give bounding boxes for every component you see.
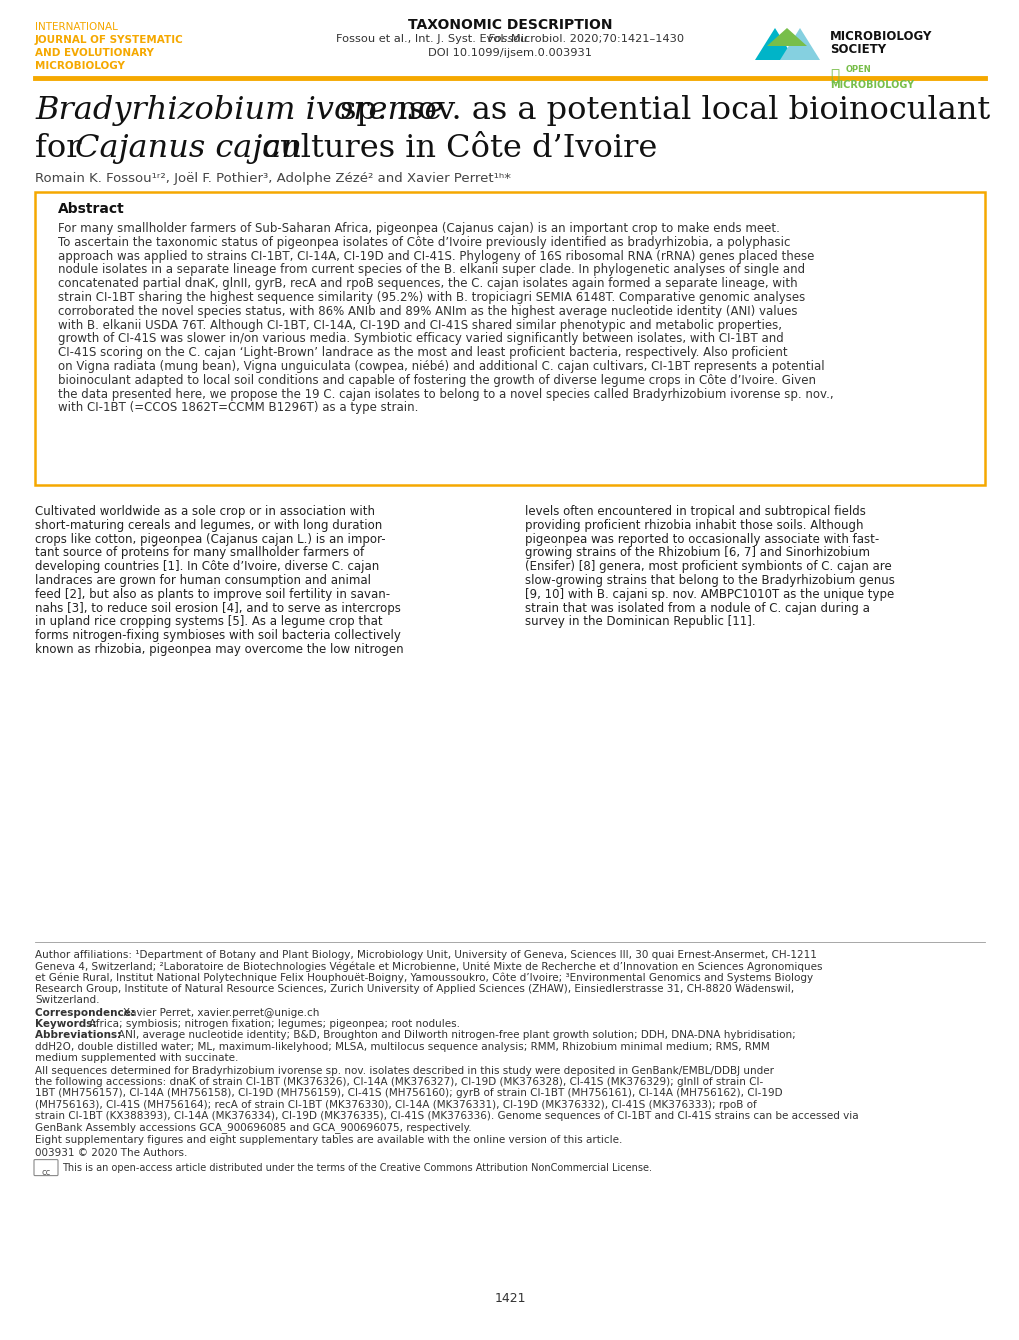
Text: INTERNATIONAL: INTERNATIONAL: [35, 21, 118, 32]
Text: Author affiliations: ¹Department of Botany and Plant Biology, Microbiology Unit,: Author affiliations: ¹Department of Bota…: [35, 950, 816, 959]
Text: cultures in Côte d’Ivoire: cultures in Côte d’Ivoire: [252, 133, 656, 163]
Text: survey in the Dominican Republic [11].: survey in the Dominican Republic [11].: [525, 615, 755, 628]
Text: strain that was isolated from a nodule of C. cajan during a: strain that was isolated from a nodule o…: [525, 602, 869, 615]
Text: ANI, average nucleotide identity; B&D, Broughton and Dilworth nitrogen-free plan: ANI, average nucleotide identity; B&D, B…: [118, 1030, 795, 1040]
Text: For many smallholder farmers of Sub-Saharan Africa, pigeonpea (Cajanus cajan) is: For many smallholder farmers of Sub-Saha…: [58, 222, 780, 234]
Text: sp. nov. as a potential local bioinoculant: sp. nov. as a potential local bioinocula…: [330, 95, 989, 126]
Text: [9, 10] with B. cajani sp. nov. AMBPC1010T as the unique type: [9, 10] with B. cajani sp. nov. AMBPC101…: [525, 588, 894, 600]
Text: bioinoculant adapted to local soil conditions and capable of fostering the growt: bioinoculant adapted to local soil condi…: [58, 374, 815, 387]
Text: strain CI-1BT (KX388393), CI-14A (MK376334), CI-19D (MK376335), CI-41S (MK376336: strain CI-1BT (KX388393), CI-14A (MK3763…: [35, 1111, 858, 1120]
Text: providing proficient rhizobia inhabit those soils. Although: providing proficient rhizobia inhabit th…: [525, 519, 863, 532]
Text: Eight supplementary figures and eight supplementary tables are available with th: Eight supplementary figures and eight su…: [35, 1135, 622, 1146]
Text: CI-41S scoring on the C. cajan ‘Light-Brown’ landrace as the most and least prof: CI-41S scoring on the C. cajan ‘Light-Br…: [58, 346, 787, 359]
Text: with B. elkanii USDA 76T. Although CI-1BT, CI-14A, CI-19D and CI-41S shared simi: with B. elkanii USDA 76T. Although CI-1B…: [58, 319, 782, 331]
Polygon shape: [754, 28, 794, 60]
Text: Keywords:: Keywords:: [35, 1020, 100, 1029]
Text: forms nitrogen-fixing symbioses with soil bacteria collectively: forms nitrogen-fixing symbioses with soi…: [35, 630, 400, 642]
Text: levels often encountered in tropical and subtropical fields: levels often encountered in tropical and…: [525, 505, 865, 519]
Text: 1BT (MH756157), CI-14A (MH756158), CI-19D (MH756159), CI-41S (MH756160); gyrB of: 1BT (MH756157), CI-14A (MH756158), CI-19…: [35, 1088, 782, 1099]
Text: Abbreviations:: Abbreviations:: [35, 1030, 124, 1040]
FancyBboxPatch shape: [35, 192, 984, 485]
Text: DOI 10.1099/ijsem.0.003931: DOI 10.1099/ijsem.0.003931: [428, 48, 591, 58]
Text: nodule isolates in a separate lineage from current species of the B. elkanii sup: nodule isolates in a separate lineage fr…: [58, 264, 804, 276]
Text: Xavier Perret, xavier.perret@unige.ch: Xavier Perret, xavier.perret@unige.ch: [123, 1008, 319, 1018]
Text: Abstract: Abstract: [58, 202, 124, 216]
Text: cc: cc: [42, 1167, 51, 1177]
Text: Bradyrhizobium ivorense: Bradyrhizobium ivorense: [35, 95, 443, 126]
Text: Correspondence:: Correspondence:: [35, 1008, 139, 1018]
Polygon shape: [780, 28, 819, 60]
Text: with CI-1BT (=CCOS 1862T=CCMM B1296T) as a type strain.: with CI-1BT (=CCOS 1862T=CCMM B1296T) as…: [58, 402, 418, 414]
Text: corroborated the novel species status, with 86% ANIb and 89% ANIm as the highest: corroborated the novel species status, w…: [58, 304, 797, 318]
Text: Research Group, Institute of Natural Resource Sciences, Zurich University of App: Research Group, Institute of Natural Res…: [35, 984, 794, 993]
Text: Cajanus cajan: Cajanus cajan: [75, 133, 302, 163]
Text: the following accessions: dnaK of strain CI-1BT (MK376326), CI-14A (MK376327), C: the following accessions: dnaK of strain…: [35, 1077, 762, 1087]
Text: slow-growing strains that belong to the Bradyrhizobium genus: slow-growing strains that belong to the …: [525, 574, 894, 587]
Text: Fossou et al., Int. J. Syst. Evol. Microbiol. 2020;70:1421–1430: Fossou et al., Int. J. Syst. Evol. Micro…: [335, 34, 684, 44]
Text: Africa; symbiosis; nitrogen fixation; legumes; pigeonpea; root nodules.: Africa; symbiosis; nitrogen fixation; le…: [89, 1020, 460, 1029]
Text: growing strains of the Rhizobium [6, 7] and Sinorhizobium: growing strains of the Rhizobium [6, 7] …: [525, 547, 869, 559]
Text: et Génie Rural, Institut National Polytechnique Felix Houphouët-Boigny, Yamousso: et Génie Rural, Institut National Polyte…: [35, 973, 812, 984]
Text: Cultivated worldwide as a sole crop or in association with: Cultivated worldwide as a sole crop or i…: [35, 505, 375, 519]
Text: Geneva 4, Switzerland; ²Laboratoire de Biotechnologies Végétale et Microbienne, : Geneva 4, Switzerland; ²Laboratoire de B…: [35, 961, 821, 972]
Text: the data presented here, we propose the 19 C. cajan isolates to belong to a nove: the data presented here, we propose the …: [58, 387, 833, 401]
Text: tant source of proteins for many smallholder farmers of: tant source of proteins for many smallho…: [35, 547, 364, 559]
Text: JOURNAL OF SYSTEMATIC: JOURNAL OF SYSTEMATIC: [35, 35, 183, 46]
Text: (Ensifer) [8] genera, most proficient symbionts of C. cajan are: (Ensifer) [8] genera, most proficient sy…: [525, 560, 891, 574]
Text: 003931 © 2020 The Authors.: 003931 © 2020 The Authors.: [35, 1148, 187, 1158]
Text: OPEN: OPEN: [845, 66, 871, 74]
Text: AND EVOLUTIONARY: AND EVOLUTIONARY: [35, 48, 154, 58]
Text: for: for: [35, 133, 92, 163]
Text: developing countries [1]. In Côte d’Ivoire, diverse C. cajan: developing countries [1]. In Côte d’Ivoi…: [35, 560, 379, 574]
Text: ddH2O, double distilled water; ML, maximum-likelyhood; MLSA, multilocus sequence: ddH2O, double distilled water; ML, maxim…: [35, 1041, 769, 1052]
Text: in upland rice cropping systems [5]. As a legume crop that: in upland rice cropping systems [5]. As …: [35, 615, 382, 628]
Text: Fossou: Fossou: [488, 34, 531, 44]
Text: (MH756163), CI-41S (MH756164); recA of strain CI-1BT (MK376330), CI-14A (MK37633: (MH756163), CI-41S (MH756164); recA of s…: [35, 1100, 756, 1110]
Text: landraces are grown for human consumption and animal: landraces are grown for human consumptio…: [35, 574, 371, 587]
Polygon shape: [766, 28, 806, 46]
Text: short-maturing cereals and legumes, or with long duration: short-maturing cereals and legumes, or w…: [35, 519, 382, 532]
Text: TAXONOMIC DESCRIPTION: TAXONOMIC DESCRIPTION: [408, 17, 611, 32]
Text: strain CI-1BT sharing the highest sequence similarity (95.2%) with B. tropiciagr: strain CI-1BT sharing the highest sequen…: [58, 291, 804, 304]
Text: known as rhizobia, pigeonpea may overcome the low nitrogen: known as rhizobia, pigeonpea may overcom…: [35, 643, 404, 657]
Text: 1421: 1421: [494, 1292, 525, 1305]
Text: This is an open-access article distributed under the terms of the Creative Commo: This is an open-access article distribut…: [62, 1163, 651, 1172]
Text: on Vigna radiata (mung bean), Vigna unguiculata (cowpea, niébé) and additional C: on Vigna radiata (mung bean), Vigna ungu…: [58, 360, 823, 373]
FancyBboxPatch shape: [34, 1159, 58, 1175]
Text: To ascertain the taxonomic status of pigeonpea isolates of Côte d’Ivoire previou: To ascertain the taxonomic status of pig…: [58, 236, 790, 249]
Text: feed [2], but also as plants to improve soil fertility in savan-: feed [2], but also as plants to improve …: [35, 588, 389, 600]
Text: Romain K. Fossou¹ʳ², Joël F. Pothier³, Adolphe Zézé² and Xavier Perret¹ʰ*: Romain K. Fossou¹ʳ², Joël F. Pothier³, A…: [35, 172, 511, 185]
Text: MICROBIOLOGY: MICROBIOLOGY: [829, 80, 913, 90]
Text: medium supplemented with succinate.: medium supplemented with succinate.: [35, 1053, 238, 1063]
Text: MICROBIOLOGY: MICROBIOLOGY: [829, 29, 931, 43]
Text: pigeonpea was reported to occasionally associate with fast-: pigeonpea was reported to occasionally a…: [525, 532, 878, 545]
Text: ⓞ: ⓞ: [829, 68, 839, 83]
Text: concatenated partial dnaK, glnII, gyrB, recA and rpoB sequences, the C. cajan is: concatenated partial dnaK, glnII, gyrB, …: [58, 277, 797, 291]
Text: nahs [3], to reduce soil erosion [4], and to serve as intercrops: nahs [3], to reduce soil erosion [4], an…: [35, 602, 400, 615]
Text: GenBank Assembly accessions GCA_900696085 and GCA_900696075, respectively.: GenBank Assembly accessions GCA_90069608…: [35, 1122, 471, 1132]
Text: crops like cotton, pigeonpea (Cajanus cajan L.) is an impor-: crops like cotton, pigeonpea (Cajanus ca…: [35, 532, 385, 545]
Text: SOCIETY: SOCIETY: [829, 43, 886, 56]
Text: All sequences determined for Bradyrhizobium ivorense sp. nov. isolates described: All sequences determined for Bradyrhizob…: [35, 1067, 773, 1076]
Text: Switzerland.: Switzerland.: [35, 994, 100, 1005]
Text: growth of CI-41S was slower in/on various media. Symbiotic efficacy varied signi: growth of CI-41S was slower in/on variou…: [58, 332, 783, 346]
Text: approach was applied to strains CI-1BT, CI-14A, CI-19D and CI-41S. Phylogeny of : approach was applied to strains CI-1BT, …: [58, 249, 813, 263]
Text: MICROBIOLOGY: MICROBIOLOGY: [35, 62, 124, 71]
